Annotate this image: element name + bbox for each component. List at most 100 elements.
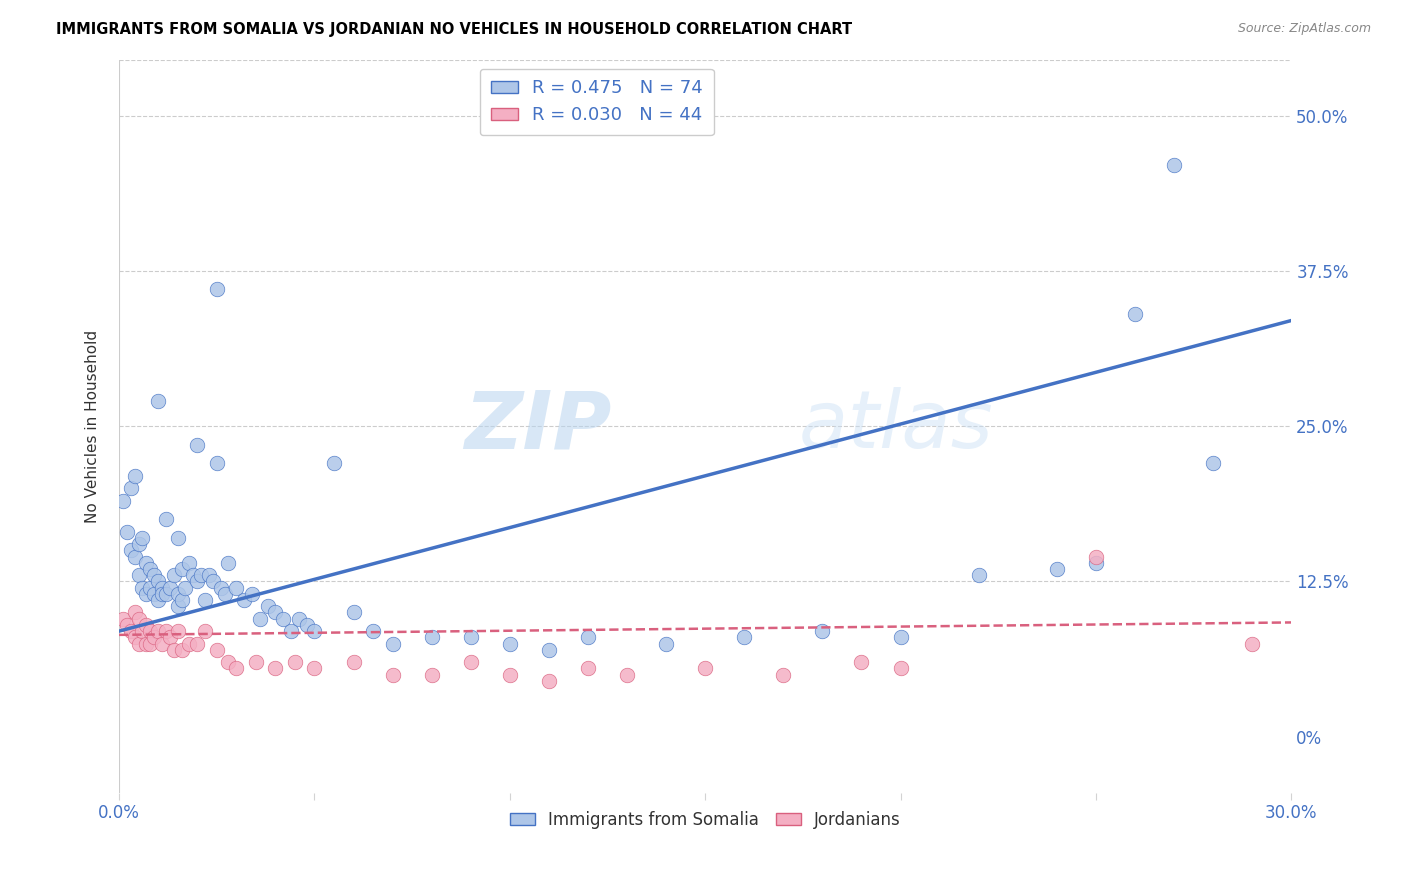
Point (155, 512, 177, 526)
Point (139, 581, 162, 595)
Point (576, 661, 599, 675)
Point (576, 631, 599, 645)
Point (225, 581, 247, 595)
Point (655, 636, 678, 650)
Point (420, 667, 443, 681)
Point (280, 624, 302, 639)
Point (150, 587, 173, 601)
Point (811, 624, 834, 639)
Point (135, 556, 157, 570)
Point (163, 642, 186, 657)
Point (166, 599, 188, 614)
Point (135, 618, 157, 632)
Point (499, 636, 522, 650)
Point (1084, 556, 1107, 570)
Point (1084, 549, 1107, 564)
Point (460, 631, 482, 645)
Point (115, 524, 138, 539)
Point (186, 438, 208, 452)
Point (131, 531, 153, 545)
Text: ZIP: ZIP (464, 387, 612, 465)
Point (150, 636, 173, 650)
Point (256, 599, 278, 614)
Point (111, 612, 134, 626)
Point (288, 612, 311, 626)
Point (304, 661, 326, 675)
Point (201, 574, 224, 589)
Point (163, 568, 186, 582)
Point (225, 661, 247, 675)
Point (179, 636, 201, 650)
Point (323, 457, 346, 471)
Point (205, 283, 228, 297)
Point (170, 642, 193, 657)
Point (166, 587, 188, 601)
Point (115, 618, 138, 632)
Point (264, 661, 287, 675)
Point (135, 636, 157, 650)
Point (616, 667, 638, 681)
Point (124, 468, 146, 483)
Point (420, 631, 443, 645)
Point (1163, 158, 1185, 172)
Point (155, 587, 177, 601)
Point (537, 642, 560, 657)
Text: Source: ZipAtlas.com: Source: ZipAtlas.com (1237, 22, 1371, 36)
Point (131, 624, 153, 639)
Point (181, 568, 204, 582)
Point (1241, 636, 1264, 650)
Point (361, 624, 384, 639)
Point (967, 568, 990, 582)
Point (139, 624, 162, 639)
Point (159, 631, 181, 645)
Point (179, 556, 201, 570)
Legend: Immigrants from Somalia, Jordanians: Immigrants from Somalia, Jordanians (503, 805, 907, 836)
Point (733, 631, 755, 645)
Point (135, 587, 157, 601)
Point (217, 655, 239, 669)
Point (139, 636, 162, 650)
Point (460, 655, 482, 669)
Point (111, 493, 134, 508)
Point (233, 593, 256, 607)
Point (128, 612, 150, 626)
Point (166, 531, 188, 545)
Point (143, 631, 166, 645)
Point (131, 581, 153, 595)
Point (284, 655, 307, 669)
Point (128, 568, 150, 582)
Point (1202, 457, 1225, 471)
Point (120, 543, 142, 558)
Point (295, 618, 318, 632)
Point (264, 606, 287, 620)
Point (194, 593, 217, 607)
Point (143, 568, 166, 582)
Point (146, 574, 169, 589)
Point (851, 655, 873, 669)
Point (205, 457, 228, 471)
Point (124, 631, 146, 645)
Point (120, 481, 142, 495)
Point (143, 587, 166, 601)
Point (209, 581, 232, 595)
Point (198, 568, 221, 582)
Point (155, 624, 177, 639)
Point (170, 593, 193, 607)
Point (1123, 307, 1146, 321)
Point (186, 636, 208, 650)
Point (240, 587, 263, 601)
Point (695, 661, 717, 675)
Point (381, 636, 404, 650)
Point (214, 587, 236, 601)
Point (174, 581, 197, 595)
Point (217, 556, 239, 570)
Point (342, 606, 364, 620)
Y-axis label: No Vehicles in Household: No Vehicles in Household (86, 329, 100, 523)
Point (124, 549, 146, 564)
Point (159, 581, 181, 595)
Point (139, 562, 162, 576)
Point (146, 593, 169, 607)
Point (890, 661, 912, 675)
Point (190, 568, 212, 582)
Point (342, 655, 364, 669)
